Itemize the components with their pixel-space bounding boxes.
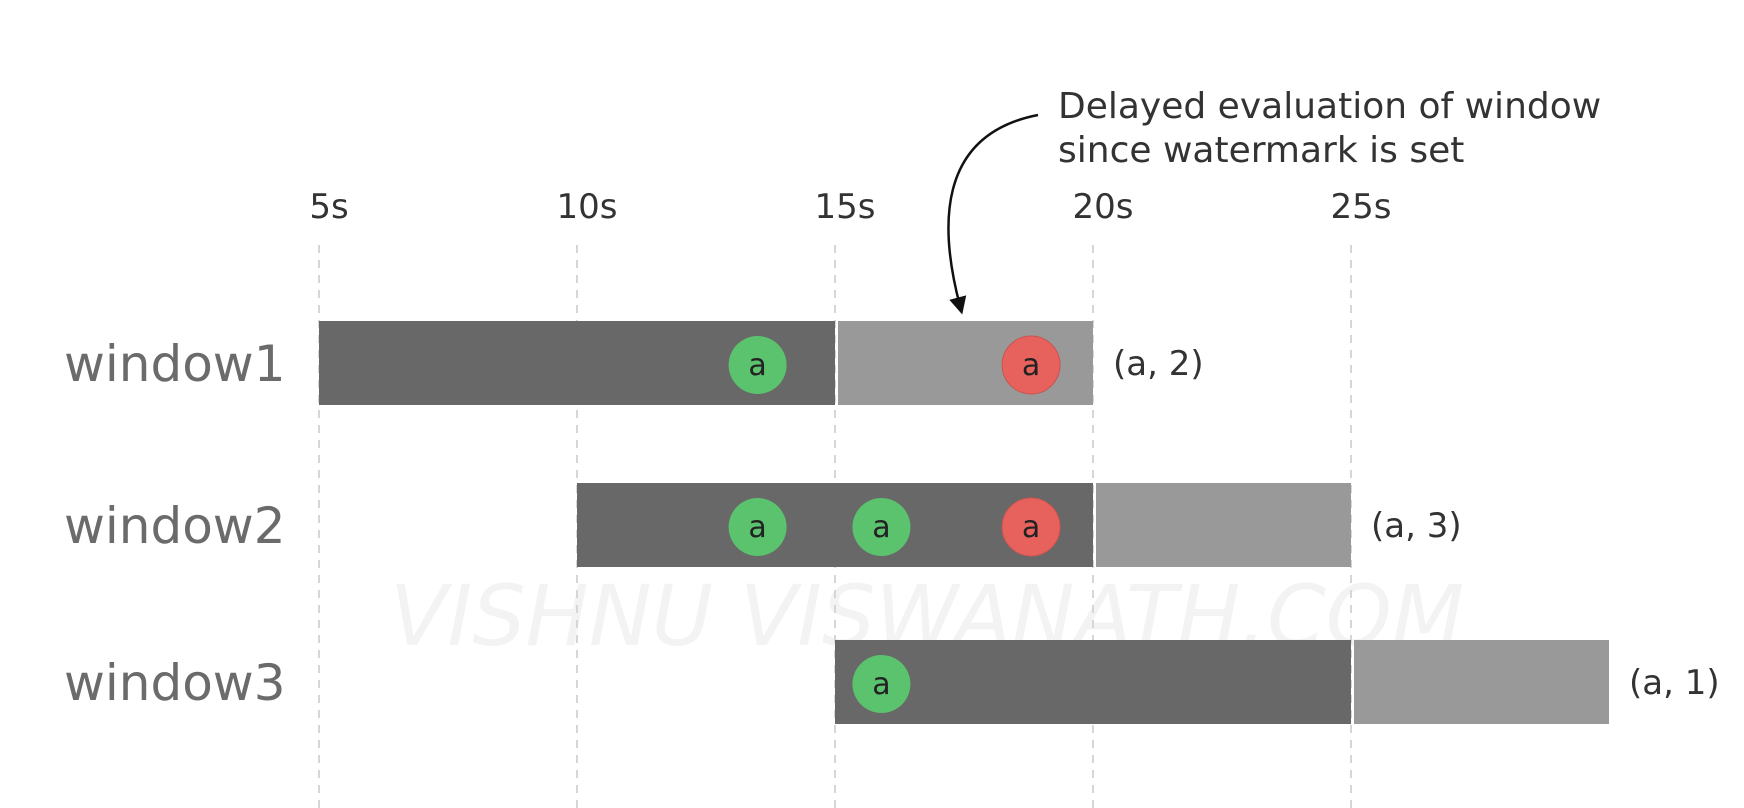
event-dot xyxy=(728,336,787,394)
window-row-window1: window1 a a (a, 2) xyxy=(64,321,1204,405)
event-dot xyxy=(1001,497,1061,557)
annotation-arrow xyxy=(947,113,1039,315)
event-dot xyxy=(728,498,787,556)
event-on-time: a xyxy=(852,498,911,556)
annotation-line-1: Delayed evaluation of window xyxy=(1058,86,1601,127)
event-dot xyxy=(852,498,911,556)
time-axis-ticks: 5s 10s 15s 20s 25s xyxy=(309,187,1391,227)
event-dot xyxy=(852,655,911,713)
window-rows: window1 a a (a, 2) window2 a a a (a, 3) window3 a (… xyxy=(64,321,1720,724)
event-key: a xyxy=(1022,510,1040,545)
event-key: a xyxy=(872,667,890,702)
window-label: window3 xyxy=(64,654,286,712)
event-late: a xyxy=(1001,335,1061,395)
annotation: Delayed evaluation of window since water… xyxy=(947,86,1601,315)
event-late: a xyxy=(1001,497,1061,557)
event-on-time: a xyxy=(728,336,787,394)
window-result: (a, 1) xyxy=(1629,663,1720,703)
tick-label: 15s xyxy=(815,187,876,227)
window-bar xyxy=(835,640,1351,724)
event-dot xyxy=(1001,335,1061,395)
event-key: a xyxy=(872,510,890,545)
delay-bar xyxy=(1096,483,1351,567)
tick-label: 10s xyxy=(557,187,618,227)
window-label: window2 xyxy=(64,497,286,555)
window-row-window3: window3 a (a, 1) xyxy=(64,640,1720,724)
event-on-time: a xyxy=(852,655,911,713)
annotation-line-2: since watermark is set xyxy=(1058,130,1464,171)
window-label: window1 xyxy=(64,335,286,393)
delay-bar xyxy=(1354,640,1609,724)
event-key: a xyxy=(748,348,766,383)
tick-label: 5s xyxy=(309,187,348,227)
event-key: a xyxy=(748,510,766,545)
window-result: (a, 3) xyxy=(1371,506,1462,546)
tick-label: 25s xyxy=(1331,187,1392,227)
event-key: a xyxy=(1022,348,1040,383)
event-on-time: a xyxy=(728,498,787,556)
tick-label: 20s xyxy=(1073,187,1134,227)
window-row-window2: window2 a a a (a, 3) xyxy=(64,483,1462,567)
window-result: (a, 2) xyxy=(1113,344,1204,384)
